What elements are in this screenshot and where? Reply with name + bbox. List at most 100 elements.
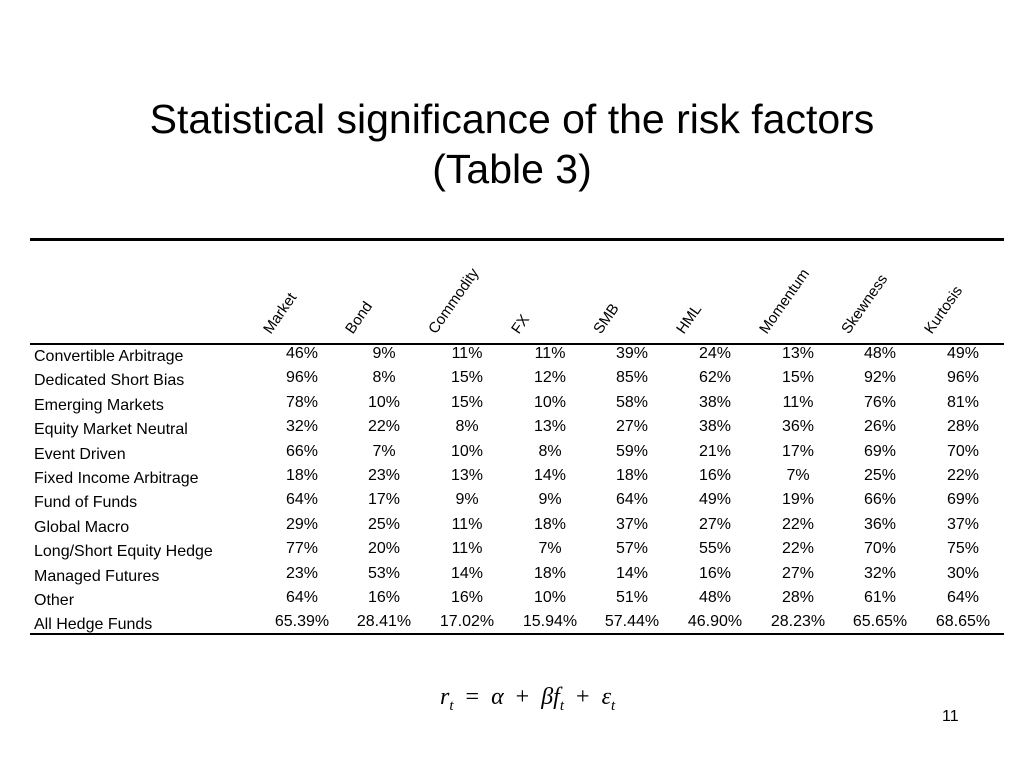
table-cell: 14% xyxy=(450,564,484,582)
table-cell: 15% xyxy=(781,369,815,387)
table-cell: 51% xyxy=(615,589,649,606)
table-row: Convertible Arbitrage 46% 9% 11% 11% 39% 24% 13… xyxy=(0,345,1024,369)
table-cell: 55% xyxy=(698,540,732,558)
table-cell: 69% xyxy=(946,491,980,509)
table-cell: 10% xyxy=(533,393,567,411)
row-label: Fixed Income Arbitrage xyxy=(34,470,199,487)
table-cell: 7% xyxy=(786,467,810,484)
column-header-kurtosis: Kurtosis xyxy=(921,282,967,337)
table-cell: 62% xyxy=(698,369,732,387)
table-cell: 77% xyxy=(285,540,319,558)
table-cell: 78% xyxy=(285,393,319,411)
formula-plus-2: + xyxy=(576,684,590,710)
table-cell: 37% xyxy=(946,515,980,533)
table-cell: 17% xyxy=(781,442,815,460)
table-cell: 16% xyxy=(698,564,732,582)
table-cell: 76% xyxy=(863,393,897,411)
table-cell: 38% xyxy=(698,393,732,411)
table-cell: 85% xyxy=(615,369,649,387)
table-cell: 9% xyxy=(372,345,396,362)
column-header-fx: FX xyxy=(508,311,533,337)
table-cell: 49% xyxy=(698,491,732,509)
table-cell: 68.65% xyxy=(935,613,991,631)
table-cell: 8% xyxy=(372,369,396,387)
row-label: Managed Futures xyxy=(34,567,160,585)
table-cell: 13% xyxy=(781,345,815,362)
table-cell: 21% xyxy=(698,442,732,460)
table-cell: 23% xyxy=(367,467,401,484)
table-header-rule xyxy=(30,343,1004,345)
table-cell: 28.41% xyxy=(356,613,412,631)
table-cell: 11% xyxy=(451,345,483,362)
table-row: Fund of Funds 64% 17% 9% 9% 64% 49% 19% 66% 69% xyxy=(0,491,1024,515)
table-cell: 13% xyxy=(533,418,567,436)
column-header-hml: HML xyxy=(673,301,706,337)
table-cell: 14% xyxy=(533,467,567,484)
formula-alpha: α xyxy=(491,684,504,710)
table-cell: 46% xyxy=(285,345,319,362)
table-cell: 11% xyxy=(451,515,483,533)
table-cell: 96% xyxy=(946,369,980,387)
table-cell: 11% xyxy=(534,345,566,362)
table-cell: 22% xyxy=(946,467,980,484)
table-cell: 64% xyxy=(946,589,980,606)
table-cell: 32% xyxy=(285,418,319,436)
table-row: Equity Market Neutral 32% 22% 8% 13% 27% 38% 36… xyxy=(0,418,1024,442)
table-cell: 22% xyxy=(781,540,815,558)
table-cell: 16% xyxy=(698,467,732,484)
column-header-bond: Bond xyxy=(342,298,377,337)
table-cell: 24% xyxy=(698,345,732,362)
formula-beta-f-subscript: t xyxy=(559,697,565,714)
table-cell: 17.02% xyxy=(439,613,495,631)
table-cell: 8% xyxy=(538,442,562,460)
table-row: Emerging Markets 78% 10% 15% 10% 58% 38% 11% 76%… xyxy=(0,394,1024,418)
slide-title-line-1: Statistical significance of the risk fac… xyxy=(149,96,875,142)
table-cell: 9% xyxy=(538,491,562,509)
table-cell: 26% xyxy=(863,418,897,436)
table-cell: 30% xyxy=(946,564,980,582)
row-label: Convertible Arbitrage xyxy=(34,348,184,365)
slide-title-line-2: (Table 3) xyxy=(432,146,592,192)
table-cell: 18% xyxy=(533,515,567,533)
row-label: All Hedge Funds xyxy=(34,616,153,634)
table-cell: 39% xyxy=(615,345,649,362)
table-cell: 10% xyxy=(450,442,484,460)
table-row: Other 64% 16% 16% 10% 51% 48% 28% 61% 64% xyxy=(0,589,1024,613)
table-row: Global Macro 29% 25% 11% 18% 37% 27% 22% 36% 37% xyxy=(0,516,1024,540)
table-row: All Hedge Funds 65.39% 28.41% 17.02% 15.94% 5… xyxy=(0,613,1024,637)
table-cell: 64% xyxy=(285,491,319,509)
table-row: Managed Futures 23% 53% 14% 18% 14% 16% 27% 32% 3… xyxy=(0,565,1024,589)
table-cell: 46.90% xyxy=(687,613,743,631)
table-cell: 53% xyxy=(367,564,401,582)
column-header-skewness: Skewness xyxy=(838,271,892,337)
table-cell: 14% xyxy=(615,564,649,582)
table-cell: 70% xyxy=(946,442,980,460)
formula-equals: = xyxy=(465,684,480,710)
table-cell: 66% xyxy=(863,491,897,509)
table-cell: 36% xyxy=(781,418,815,436)
table-cell: 57.44% xyxy=(604,613,660,631)
table-cell: 69% xyxy=(863,442,897,460)
table-cell: 17% xyxy=(367,491,401,509)
row-label: Fund of Funds xyxy=(34,494,138,512)
table-cell: 75% xyxy=(946,540,980,558)
table-cell: 20% xyxy=(367,540,401,558)
row-label: Other xyxy=(34,592,75,609)
table-cell: 48% xyxy=(698,589,732,606)
table-cell: 64% xyxy=(285,589,319,606)
table-cell: 11% xyxy=(782,393,814,411)
table-cell: 61% xyxy=(863,589,897,606)
table-cell: 66% xyxy=(285,442,319,460)
table-cell: 13% xyxy=(450,467,484,484)
table-cell: 15% xyxy=(450,393,484,411)
table-cell: 23% xyxy=(285,564,319,582)
table-cell: 38% xyxy=(698,418,732,436)
row-label: Emerging Markets xyxy=(34,396,164,414)
column-header-commodity: Commodity xyxy=(425,265,483,337)
table-cell: 15.94% xyxy=(522,613,578,631)
table-top-rule xyxy=(30,238,1004,241)
table-cell: 65.65% xyxy=(852,613,908,631)
table-cell: 18% xyxy=(285,467,319,484)
table-cell: 65.39% xyxy=(274,613,330,631)
